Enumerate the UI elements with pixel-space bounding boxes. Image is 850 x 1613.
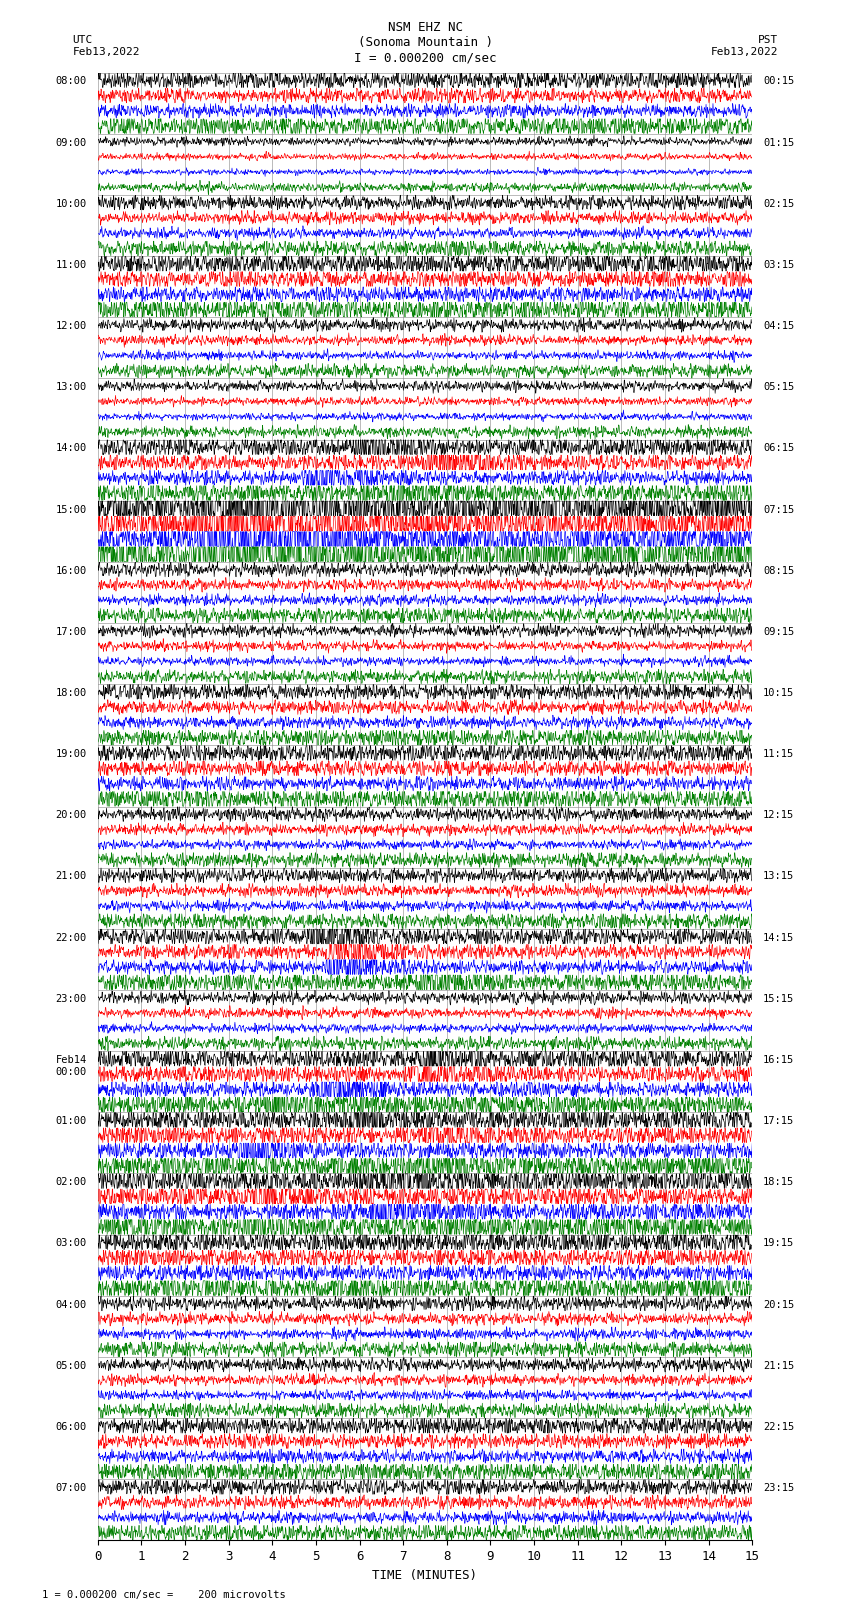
Text: 09:15: 09:15 xyxy=(763,627,795,637)
Text: 1 = 0.000200 cm/sec =    200 microvolts: 1 = 0.000200 cm/sec = 200 microvolts xyxy=(42,1590,286,1600)
Text: PST: PST xyxy=(757,35,778,45)
Text: 22:15: 22:15 xyxy=(763,1423,795,1432)
Text: 18:15: 18:15 xyxy=(763,1177,795,1187)
Text: Feb14
00:00: Feb14 00:00 xyxy=(55,1055,87,1076)
Text: 18:00: 18:00 xyxy=(55,689,87,698)
Text: 03:00: 03:00 xyxy=(55,1239,87,1248)
Text: 13:00: 13:00 xyxy=(55,382,87,392)
Text: 03:15: 03:15 xyxy=(763,260,795,269)
Text: 14:15: 14:15 xyxy=(763,932,795,942)
Text: 20:00: 20:00 xyxy=(55,810,87,821)
Text: 17:15: 17:15 xyxy=(763,1116,795,1126)
Text: 04:00: 04:00 xyxy=(55,1300,87,1310)
Text: 09:00: 09:00 xyxy=(55,137,87,147)
X-axis label: TIME (MINUTES): TIME (MINUTES) xyxy=(372,1569,478,1582)
Text: 19:15: 19:15 xyxy=(763,1239,795,1248)
Text: 05:00: 05:00 xyxy=(55,1361,87,1371)
Text: 11:00: 11:00 xyxy=(55,260,87,269)
Text: 08:15: 08:15 xyxy=(763,566,795,576)
Text: 06:15: 06:15 xyxy=(763,444,795,453)
Text: 15:00: 15:00 xyxy=(55,505,87,515)
Text: 02:00: 02:00 xyxy=(55,1177,87,1187)
Title: NSM EHZ NC
(Sonoma Mountain )
I = 0.000200 cm/sec: NSM EHZ NC (Sonoma Mountain ) I = 0.0002… xyxy=(354,21,496,65)
Text: 14:00: 14:00 xyxy=(55,444,87,453)
Text: 16:15: 16:15 xyxy=(763,1055,795,1065)
Text: 07:00: 07:00 xyxy=(55,1482,87,1494)
Text: 17:00: 17:00 xyxy=(55,627,87,637)
Text: 10:00: 10:00 xyxy=(55,198,87,208)
Text: 00:15: 00:15 xyxy=(763,76,795,87)
Text: 05:15: 05:15 xyxy=(763,382,795,392)
Text: Feb13,2022: Feb13,2022 xyxy=(711,47,778,56)
Text: 08:00: 08:00 xyxy=(55,76,87,87)
Text: 15:15: 15:15 xyxy=(763,994,795,1003)
Text: 20:15: 20:15 xyxy=(763,1300,795,1310)
Text: 13:15: 13:15 xyxy=(763,871,795,881)
Text: 19:00: 19:00 xyxy=(55,748,87,760)
Text: 01:15: 01:15 xyxy=(763,137,795,147)
Text: 11:15: 11:15 xyxy=(763,748,795,760)
Text: 21:15: 21:15 xyxy=(763,1361,795,1371)
Text: 02:15: 02:15 xyxy=(763,198,795,208)
Text: 21:00: 21:00 xyxy=(55,871,87,881)
Text: 23:15: 23:15 xyxy=(763,1482,795,1494)
Text: 01:00: 01:00 xyxy=(55,1116,87,1126)
Text: 12:15: 12:15 xyxy=(763,810,795,821)
Text: Feb13,2022: Feb13,2022 xyxy=(72,47,139,56)
Text: 23:00: 23:00 xyxy=(55,994,87,1003)
Text: 16:00: 16:00 xyxy=(55,566,87,576)
Text: 10:15: 10:15 xyxy=(763,689,795,698)
Text: UTC: UTC xyxy=(72,35,93,45)
Text: 12:00: 12:00 xyxy=(55,321,87,331)
Text: 06:00: 06:00 xyxy=(55,1423,87,1432)
Text: 07:15: 07:15 xyxy=(763,505,795,515)
Text: 22:00: 22:00 xyxy=(55,932,87,942)
Text: 04:15: 04:15 xyxy=(763,321,795,331)
